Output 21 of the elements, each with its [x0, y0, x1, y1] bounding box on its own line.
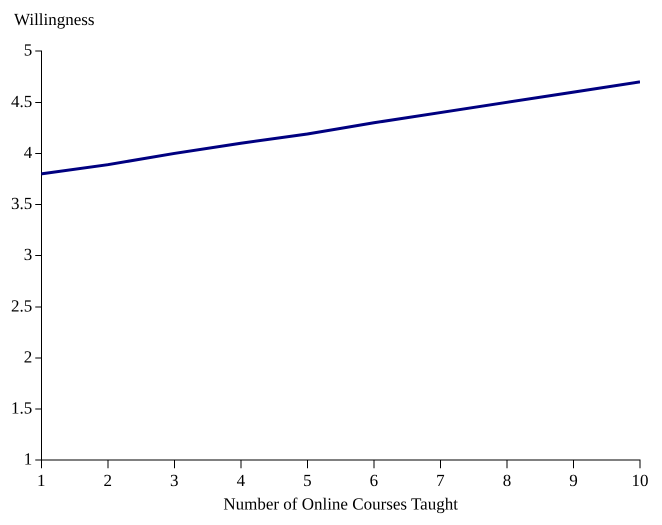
x-tick-label: 8 — [502, 470, 512, 490]
x-axis-title: Number of Online Courses Taught — [223, 494, 458, 514]
x-tick-label: 6 — [370, 470, 378, 490]
y-tick-label: 5 — [24, 40, 32, 60]
x-tick-label: 3 — [170, 470, 179, 490]
x-tick-label: 2 — [104, 470, 112, 490]
x-tick-label: 9 — [569, 470, 578, 490]
x-tick-label: 4 — [236, 470, 246, 490]
y-tick-label: 2.5 — [11, 296, 32, 316]
y-axis-title: Willingness — [14, 10, 95, 30]
x-tick-label: 5 — [303, 470, 312, 490]
y-tick-label: 4 — [24, 142, 33, 162]
y-tick-label: 4.5 — [11, 92, 32, 111]
y-tick-label: 2 — [24, 347, 32, 366]
y-tick-label: 1.5 — [11, 398, 32, 418]
x-tick-label: 10 — [632, 470, 648, 490]
x-tick-label: 1 — [37, 470, 46, 490]
y-tick-label: 3.5 — [11, 194, 32, 214]
y-tick-label: 3 — [24, 245, 32, 264]
x-tick-label: 7 — [436, 470, 446, 490]
y-tick-label: 1 — [24, 450, 32, 469]
